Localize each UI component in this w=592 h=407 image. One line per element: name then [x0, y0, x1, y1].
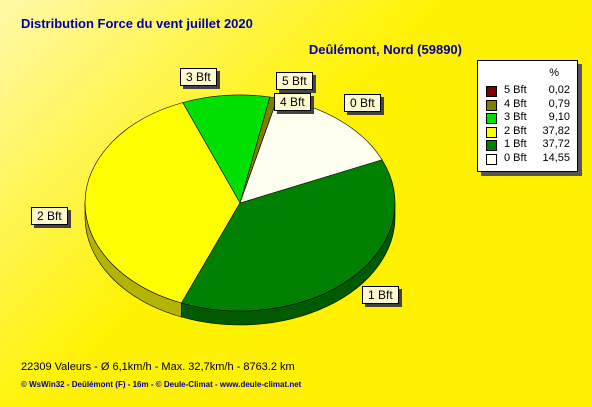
legend-item: 5 Bft 0,02 [486, 84, 572, 97]
slice-label-3-bft: 3 Bft [180, 68, 217, 86]
legend-item: 3 Bft 9,10 [486, 111, 572, 124]
legend-item: 0 Bft 14,55 [486, 152, 572, 165]
slice-label-1-bft: 1 Bft [362, 286, 399, 304]
legend-item: 1 Bft 37,72 [486, 138, 572, 151]
legend-value: 14,55 [542, 151, 570, 164]
legend-label: 0 Bft [504, 151, 527, 164]
legend-label: 3 Bft [504, 111, 527, 123]
legend-value: 0,79 [548, 97, 570, 110]
legend-label: 1 Bft [504, 138, 527, 150]
legend-swatch [486, 126, 497, 138]
slice-label-5-bft: 5 Bft [276, 72, 313, 90]
legend-item: 2 Bft 37,82 [486, 125, 572, 138]
legend-item: 4 Bft 0,79 [486, 98, 572, 111]
legend-value: 37,82 [542, 124, 570, 137]
legend-label: 4 Bft [504, 97, 527, 110]
pie-slice-2-bft [84, 102, 241, 304]
stats-footer: 22309 Valeurs - Ø 6,1km/h - Max. 32,7km/… [21, 361, 295, 373]
slice-label-0-bft: 0 Bft [344, 94, 381, 112]
legend-swatch [486, 153, 497, 165]
legend-value: 37,72 [542, 138, 570, 150]
legend-header: % [549, 67, 559, 79]
pie-slice-3-bft [182, 94, 271, 204]
legend-value: 0,02 [548, 84, 570, 96]
legend-swatch [486, 113, 497, 124]
legend-swatch [486, 99, 497, 111]
chart-title: Distribution Force du vent juillet 2020 [21, 16, 253, 31]
legend-swatch [486, 86, 497, 97]
chart-subtitle: Deûlémont, Nord (59890) [308, 42, 462, 57]
slice-label-4-bft: 4 Bft [274, 93, 311, 111]
slice-label-2-bft: 2 Bft [31, 207, 68, 225]
credits-line: © WsWin32 - Deûlémont (F) - 16m - © Deul… [21, 380, 302, 389]
legend-label: 2 Bft [504, 124, 527, 137]
legend-swatch [486, 140, 497, 151]
legend-label: 5 Bft [504, 84, 527, 96]
legend: % 5 Bft 0,02 4 Bft 0,79 3 Bft 9,10 2 Bft 37,82 1… [477, 60, 578, 172]
pie-slice-1-bft [181, 159, 396, 312]
legend-value: 9,10 [548, 111, 570, 123]
